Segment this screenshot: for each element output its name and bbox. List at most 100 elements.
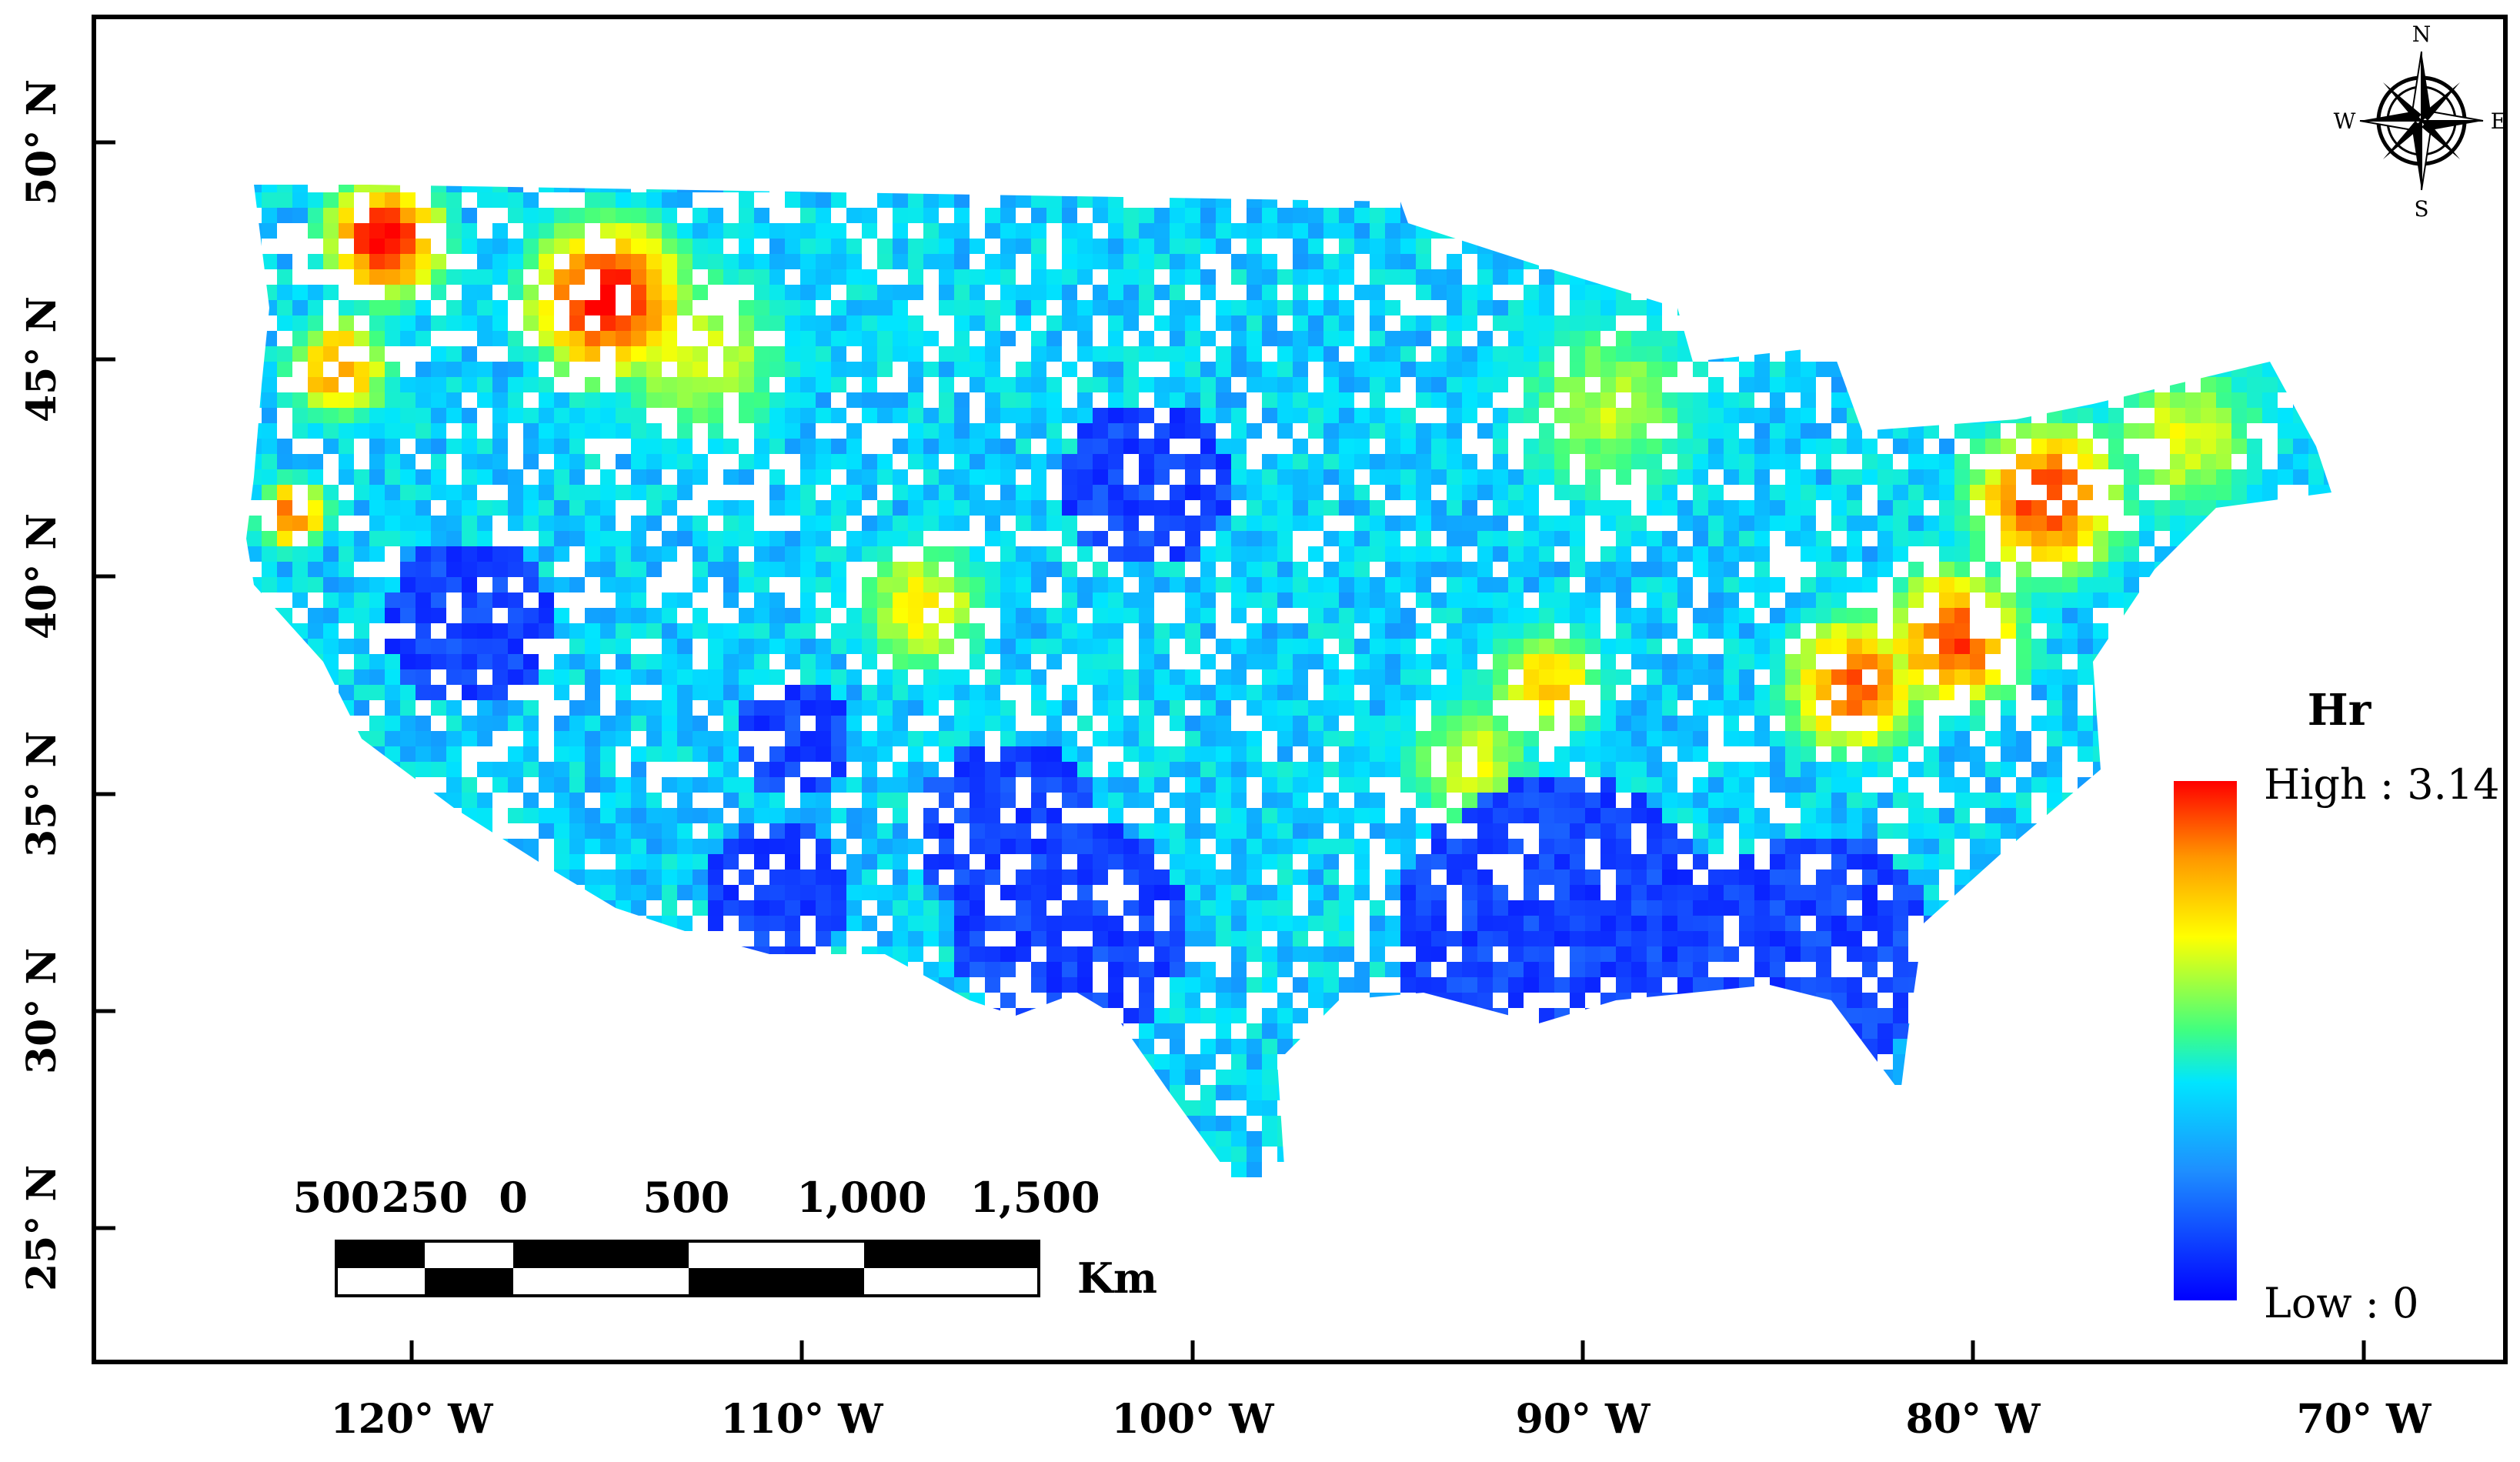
raster-cell [246,469,262,485]
raster-cell [416,300,431,315]
raster-cell [2216,223,2231,239]
raster-cell [1293,700,1308,716]
raster-cell [1462,854,1477,870]
raster-cell [769,346,785,362]
raster-cell [1677,592,1693,608]
raster-cell [785,762,800,777]
raster-cell [1539,562,1554,577]
raster-cell [1339,623,1354,639]
raster-cell [1031,331,1046,346]
raster-cell [1508,254,1524,269]
raster-cell [923,408,939,423]
raster-cell [1570,315,1585,331]
raster-cell [1801,516,1816,531]
raster-cell [1293,362,1308,377]
raster-cell [1170,346,1185,362]
raster-cell [1600,777,1616,793]
raster-cell [1093,669,1108,685]
raster-cell [1724,239,1739,254]
raster-cell [1093,408,1108,423]
raster-cell [2078,254,2093,269]
raster-cell [416,870,431,885]
raster-cell [462,808,477,823]
raster-cell [1123,531,1139,546]
raster-cell [2231,185,2247,192]
raster-cell [985,377,1000,392]
raster-cell [2062,362,2078,377]
raster-cell [769,362,785,377]
raster-cell [1754,808,1770,823]
raster-cell [2308,346,2324,362]
raster-cell [1262,315,1277,331]
raster-cell [800,823,816,839]
raster-cell [1770,870,1785,885]
raster-cell [616,685,631,700]
raster-cell [631,808,646,823]
raster-cell [662,700,677,716]
raster-cell [400,762,416,777]
raster-cell [1354,285,1370,300]
raster-cell [1631,854,1647,870]
raster-cell [1708,516,1724,531]
raster-cell [2139,777,2155,793]
raster-cell [1216,454,1231,469]
raster-cell [646,315,662,331]
raster-cell [1893,546,1908,562]
raster-cell [1816,285,1831,300]
raster-cell [754,762,769,777]
raster-cell [1154,639,1170,654]
raster-cell [2278,208,2293,223]
raster-cell [1801,546,1816,562]
raster-cell [2293,731,2308,746]
raster-cell [970,300,985,315]
raster-cell [2278,315,2293,331]
raster-cell [2031,669,2047,685]
raster-cell [1908,854,1924,870]
raster-cell [277,623,292,639]
raster-cell [1662,762,1677,777]
raster-cell [1400,546,1416,562]
raster-cell [1416,854,1431,870]
raster-cell [385,608,400,623]
raster-cell [508,839,523,854]
raster-cell [1939,608,1954,623]
raster-cell [2324,377,2331,392]
raster-cell [523,500,539,516]
raster-cell [369,716,385,731]
raster-cell [1231,885,1247,900]
hr-raster [246,185,2331,1177]
raster-cell [1754,516,1770,531]
raster-cell [2278,823,2293,839]
raster-cell [1954,377,1970,392]
raster-cell [2016,423,2031,439]
raster-cell [1539,208,1554,223]
raster-cell [2093,731,2108,746]
raster-cell [1554,823,1570,839]
raster-cell [1539,608,1554,623]
raster-cell [2231,700,2247,716]
raster-cell [1739,285,1754,300]
raster-cell [2001,793,2016,808]
raster-cell [2262,623,2278,639]
raster-cell [2047,716,2062,731]
raster-cell [262,639,277,654]
raster-cell [1677,839,1693,854]
raster-cell [616,793,631,808]
raster-cell [1631,870,1647,885]
raster-cell [662,685,677,700]
raster-cell [2216,454,2231,469]
raster-cell [2062,377,2078,392]
raster-cell [677,731,693,746]
raster-cell [893,700,908,716]
raster-cell [2170,546,2185,562]
raster-cell [1154,562,1170,577]
raster-cell [1000,192,1016,208]
raster-cell [1447,331,1462,346]
raster-cell [1139,854,1154,870]
raster-cell [816,577,831,592]
raster-cell [1123,793,1139,808]
raster-cell [462,870,477,885]
raster-cell [631,870,646,885]
raster-cell [508,700,523,716]
raster-cell [1262,700,1277,716]
